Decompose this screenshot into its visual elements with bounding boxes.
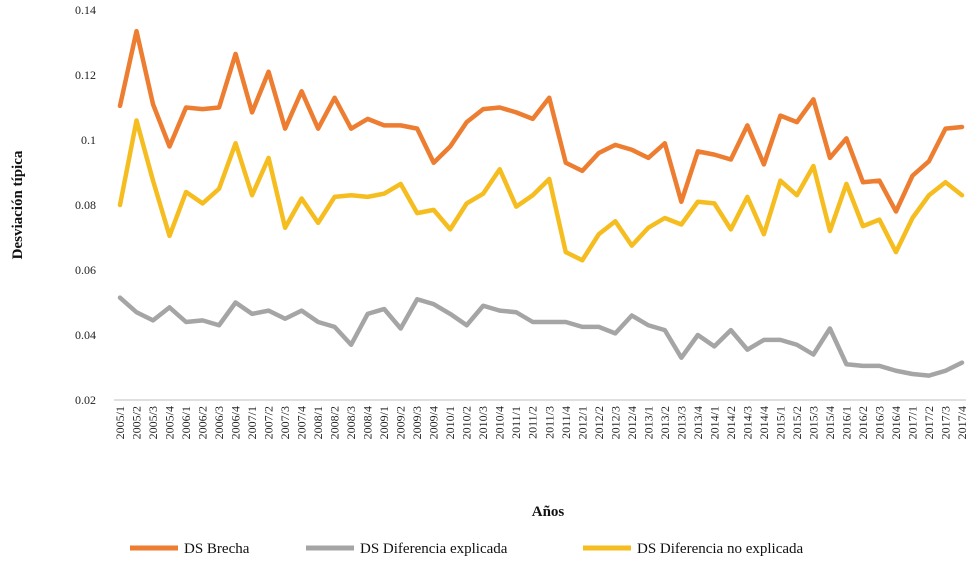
x-tick-label: 2016/2 bbox=[856, 406, 870, 439]
legend: DS Brecha DS Diferencia explicada DS Difer… bbox=[130, 541, 804, 557]
y-tick-label: 0.02 bbox=[75, 393, 96, 407]
x-tick-label: 2008/1 bbox=[311, 406, 325, 439]
x-tick-label: 2017/4 bbox=[955, 406, 969, 439]
x-tick-label: 2015/2 bbox=[790, 406, 804, 439]
x-tick-label: 2012/1 bbox=[575, 406, 589, 439]
legend-label-0: DS Brecha bbox=[184, 541, 250, 557]
x-tick-label: 2008/3 bbox=[344, 406, 358, 439]
x-tick-label: 2010/3 bbox=[476, 406, 490, 439]
legend-label-2: DS Diferencia no explicada bbox=[637, 541, 804, 557]
y-tick-label: 0.04 bbox=[75, 328, 96, 342]
x-tick-label: 2013/2 bbox=[658, 406, 672, 439]
x-tick-label: 2007/3 bbox=[278, 406, 292, 439]
y-tick-label: 0.1 bbox=[81, 133, 96, 147]
x-tick-label: 2010/2 bbox=[460, 406, 474, 439]
x-tick-label: 2008/4 bbox=[361, 406, 375, 439]
x-tick-label: 2013/3 bbox=[674, 406, 688, 439]
series-line-0 bbox=[117, 28, 965, 214]
x-tick-label: 2005/2 bbox=[130, 406, 144, 439]
x-tick-label: 2014/3 bbox=[740, 406, 754, 439]
x-tick-label: 2011/1 bbox=[509, 406, 523, 439]
x-tick-label: 2011/2 bbox=[526, 406, 540, 439]
x-tick-label: 2007/1 bbox=[245, 406, 259, 439]
x-tick-label: 2009/2 bbox=[394, 406, 408, 439]
x-tick-label: 2014/1 bbox=[707, 406, 721, 439]
x-tick-label: 2015/4 bbox=[823, 406, 837, 439]
y-axis: 0.02 0.04 0.06 0.08 0.1 0.12 0.14 bbox=[75, 3, 96, 407]
x-tick-label: 2006/4 bbox=[229, 406, 243, 439]
x-tick-label: 2015/1 bbox=[773, 406, 787, 439]
x-tick-label: 2006/1 bbox=[179, 406, 193, 439]
x-axis-title: Años bbox=[532, 504, 565, 520]
x-tick-label: 2007/2 bbox=[262, 406, 276, 439]
x-tick-label: 2012/2 bbox=[592, 406, 606, 439]
x-tick-label: 2011/4 bbox=[559, 406, 573, 439]
y-tick-label: 0.08 bbox=[75, 198, 96, 212]
x-tick-label: 2016/1 bbox=[839, 406, 853, 439]
x-tick-label: 2005/4 bbox=[163, 406, 177, 439]
x-tick-label: 2016/4 bbox=[889, 406, 903, 439]
x-tick-label: 2010/4 bbox=[493, 406, 507, 439]
y-tick-label: 0.14 bbox=[75, 3, 96, 17]
x-tick-label: 2017/1 bbox=[905, 406, 919, 439]
x-tick-label: 2006/3 bbox=[212, 406, 226, 439]
y-tick-label: 0.06 bbox=[75, 263, 96, 277]
x-tick-label: 2005/3 bbox=[146, 406, 160, 439]
y-axis-title: Desviación típica bbox=[10, 150, 26, 259]
x-tick-label: 2010/1 bbox=[443, 406, 457, 439]
x-tick-label: 2012/4 bbox=[625, 406, 639, 439]
x-tick-label: 2017/3 bbox=[938, 406, 952, 439]
x-tick-label: 2017/2 bbox=[922, 406, 936, 439]
x-tick-label: 2009/1 bbox=[377, 406, 391, 439]
x-tick-label: 2016/3 bbox=[872, 406, 886, 439]
x-tick-label: 2013/4 bbox=[691, 406, 705, 439]
x-tick-label: 2008/2 bbox=[328, 406, 342, 439]
x-tick-label: 2014/2 bbox=[724, 406, 738, 439]
x-tick-label: 2012/3 bbox=[608, 406, 622, 439]
x-tick-label: 2006/2 bbox=[196, 406, 210, 439]
series-line-2 bbox=[117, 118, 965, 263]
x-tick-label: 2009/3 bbox=[410, 406, 424, 439]
x-tick-label: 2011/3 bbox=[542, 406, 556, 439]
x-tick-label: 2014/4 bbox=[757, 406, 771, 439]
series-lines bbox=[117, 28, 965, 378]
x-axis: 2005/1 2005/2 2005/3 2005/4 2006/1 2006/2 2006… bbox=[113, 399, 969, 439]
series-line-1 bbox=[117, 295, 965, 378]
x-tick-label: 2015/3 bbox=[806, 406, 820, 439]
y-tick-label: 0.12 bbox=[75, 68, 96, 82]
x-tick-label: 2013/1 bbox=[641, 406, 655, 439]
x-tick-label: 2007/4 bbox=[295, 406, 309, 439]
legend-label-1: DS Diferencia explicada bbox=[360, 541, 508, 557]
x-tick-label: 2009/4 bbox=[427, 406, 441, 439]
x-tick-label: 2005/1 bbox=[113, 406, 127, 439]
